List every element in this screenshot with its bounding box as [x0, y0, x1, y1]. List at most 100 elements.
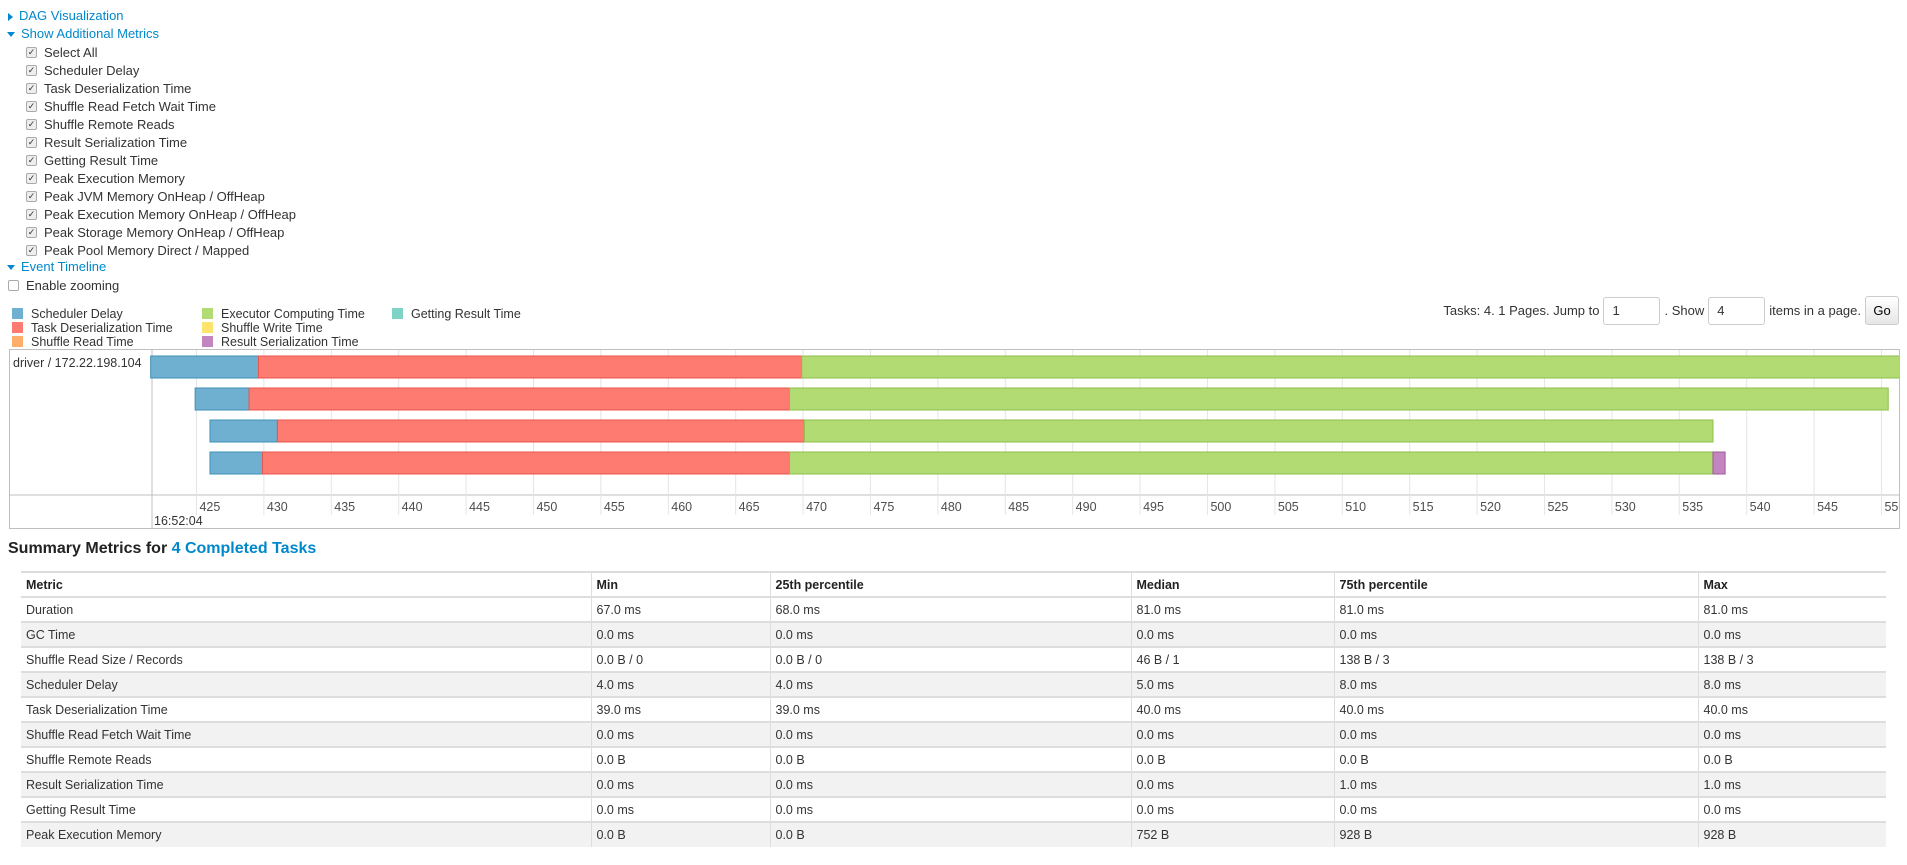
metric-value-cell: 0.0 B / 0	[590, 646, 770, 672]
additional-metrics-label: Show Additional Metrics	[21, 26, 160, 41]
metric-value-cell: 0.0 B	[1130, 746, 1334, 772]
tick-label: 530	[1615, 500, 1636, 514]
checkbox-checked-icon: ✓	[26, 101, 37, 113]
metric-value-cell: 0.0 ms	[1697, 721, 1886, 747]
pagination: Tasks: 4. 1 Pages. Jump to . Show items …	[1443, 296, 1899, 325]
metric-value-cell: 39.0 ms	[590, 696, 770, 722]
enable-zooming-checkbox[interactable]: Enable zooming	[8, 277, 119, 295]
metric-checkbox[interactable]: ✓ Peak JVM Memory OnHeap / OffHeap	[26, 188, 296, 206]
metric-checkbox-label: Select All	[44, 45, 98, 60]
tick-label: 525	[1547, 500, 1568, 514]
metric-checkbox[interactable]: ✓ Peak Storage Memory OnHeap / OffHeap	[26, 224, 296, 242]
metric-value-cell: 138 B / 3	[1697, 646, 1886, 672]
metric-value-cell: 0.0 ms	[1333, 721, 1698, 747]
task-segment-task-deserialization-time[interactable]	[262, 451, 791, 475]
tick-label: 505	[1278, 500, 1299, 514]
checkbox-checked-icon: ✓	[26, 65, 37, 77]
metric-checkbox-label: Peak Execution Memory OnHeap / OffHeap	[44, 207, 296, 222]
caret-right-icon	[8, 12, 13, 21]
legend-swatch	[392, 308, 403, 320]
metric-value-cell: 0.0 ms	[1130, 621, 1334, 647]
metric-checkbox[interactable]: ✓ Scheduler Delay	[26, 62, 296, 80]
task-segment-task-deserialization-time[interactable]	[276, 419, 805, 443]
metric-checkbox[interactable]: ✓ Task Deserialization Time	[26, 80, 296, 98]
metric-value-cell: 8.0 ms	[1333, 671, 1698, 697]
metric-name-cell: Shuffle Remote Reads	[21, 746, 591, 772]
jump-to-page-input[interactable]	[1603, 296, 1661, 325]
metric-value-cell: 0.0 ms	[590, 621, 770, 647]
completed-tasks-link[interactable]: 4 Completed Tasks	[171, 540, 317, 557]
task-segment-scheduler-delay[interactable]	[150, 355, 259, 379]
additional-metrics-toggle[interactable]: Show Additional Metrics	[7, 26, 159, 41]
tick-label: 445	[469, 500, 490, 514]
metric-checkbox[interactable]: ✓ Peak Execution Memory	[26, 170, 296, 188]
task-segment-executor-computing-time[interactable]	[789, 387, 1889, 411]
metric-value-cell: 0.0 ms	[1130, 721, 1334, 747]
go-button[interactable]: Go	[1865, 296, 1899, 325]
metric-checkbox[interactable]: ✓ Shuffle Read Fetch Wait Time	[26, 98, 296, 116]
metric-value-cell: 928 B	[1333, 821, 1698, 847]
task-segment-executor-computing-time[interactable]	[789, 451, 1714, 475]
task-segment-scheduler-delay[interactable]	[209, 451, 264, 475]
metric-value-cell: 1.0 ms	[1333, 771, 1698, 797]
metric-value-cell: 0.0 B	[590, 746, 770, 772]
table-row: Task Deserialization Time 39.0 ms 39.0 ms 4…	[21, 696, 1886, 722]
metric-checkbox[interactable]: ✓ Getting Result Time	[26, 152, 296, 170]
task-segment-task-deserialization-time[interactable]	[248, 387, 791, 411]
metric-value-cell: 0.0 B	[769, 746, 1131, 772]
metric-value-cell: 40.0 ms	[1333, 696, 1698, 722]
metric-name-cell: Getting Result Time	[21, 796, 591, 822]
tick-label: 465	[739, 500, 760, 514]
show-label: . Show	[1664, 303, 1705, 318]
items-per-page-input[interactable]	[1708, 296, 1766, 325]
table-row: Duration 67.0 ms 68.0 ms 81.0 ms 81.0 ms 81.0…	[21, 596, 1886, 622]
metric-value-cell: 4.0 ms	[769, 671, 1131, 697]
task-segment-scheduler-delay[interactable]	[194, 387, 250, 411]
metric-name-cell: Shuffle Read Fetch Wait Time	[21, 721, 591, 747]
task-segment-executor-computing-time[interactable]	[803, 419, 1714, 443]
legend-label: Executor Computing Time	[221, 307, 365, 321]
metric-name-cell: GC Time	[21, 621, 591, 647]
tick-label: 550	[1884, 500, 1899, 514]
legend-label: Scheduler Delay	[31, 307, 123, 321]
timeline-date-label: 16:52:04	[154, 514, 203, 528]
metric-checkbox[interactable]: ✓ Select All	[26, 44, 296, 62]
legend-item: Shuffle Read Time	[12, 335, 134, 349]
metric-value-cell: 68.0 ms	[769, 596, 1131, 622]
metric-value-cell: 0.0 B	[1697, 746, 1886, 772]
metric-checkbox-label: Task Deserialization Time	[44, 81, 192, 96]
metric-checkbox-label: Result Serialization Time	[44, 135, 188, 150]
metric-checkbox[interactable]: ✓ Peak Pool Memory Direct / Mapped	[26, 242, 296, 260]
checkbox-checked-icon: ✓	[26, 137, 37, 149]
caret-down-icon	[7, 32, 15, 38]
tick-label: 510	[1345, 500, 1366, 514]
metric-value-cell: 752 B	[1130, 821, 1334, 847]
task-segment-task-deserialization-time[interactable]	[257, 355, 803, 379]
metric-value-cell: 0.0 ms	[1333, 796, 1698, 822]
metric-value-cell: 0.0 ms	[1130, 771, 1334, 797]
dag-visualization-toggle[interactable]: DAG Visualization	[8, 8, 124, 23]
metric-value-cell: 0.0 ms	[590, 796, 770, 822]
column-header: Median	[1130, 571, 1334, 597]
metric-checkbox[interactable]: ✓ Result Serialization Time	[26, 134, 296, 152]
legend-item: Scheduler Delay	[12, 307, 123, 321]
column-header: Min	[590, 571, 770, 597]
event-timeline-toggle[interactable]: Event Timeline	[7, 259, 106, 274]
items-suffix: items in a page.	[1769, 303, 1861, 318]
table-row: Result Serialization Time 0.0 ms 0.0 ms 0.0…	[21, 771, 1886, 797]
event-timeline-label: Event Timeline	[21, 259, 107, 274]
metric-name-cell: Task Deserialization Time	[21, 696, 591, 722]
task-segment-executor-computing-time[interactable]	[801, 355, 1899, 379]
table-header-row: Metric Min 25th percentile Median 75th perce…	[21, 571, 1886, 597]
task-segment-result-serialization-time[interactable]	[1712, 451, 1726, 475]
metric-value-cell: 46 B / 1	[1130, 646, 1334, 672]
tick-label: 435	[334, 500, 355, 514]
tick-label: 545	[1817, 500, 1838, 514]
metric-name-cell: Shuffle Read Size / Records	[21, 646, 591, 672]
metric-checkbox[interactable]: ✓ Shuffle Remote Reads	[26, 116, 296, 134]
metric-checkbox[interactable]: ✓ Peak Execution Memory OnHeap / OffHeap	[26, 206, 296, 224]
task-segment-scheduler-delay[interactable]	[209, 419, 278, 443]
tick-label: 515	[1413, 500, 1434, 514]
tick-label: 500	[1210, 500, 1231, 514]
table-row: Shuffle Remote Reads 0.0 B 0.0 B 0.0 B 0.0 B…	[21, 746, 1886, 772]
